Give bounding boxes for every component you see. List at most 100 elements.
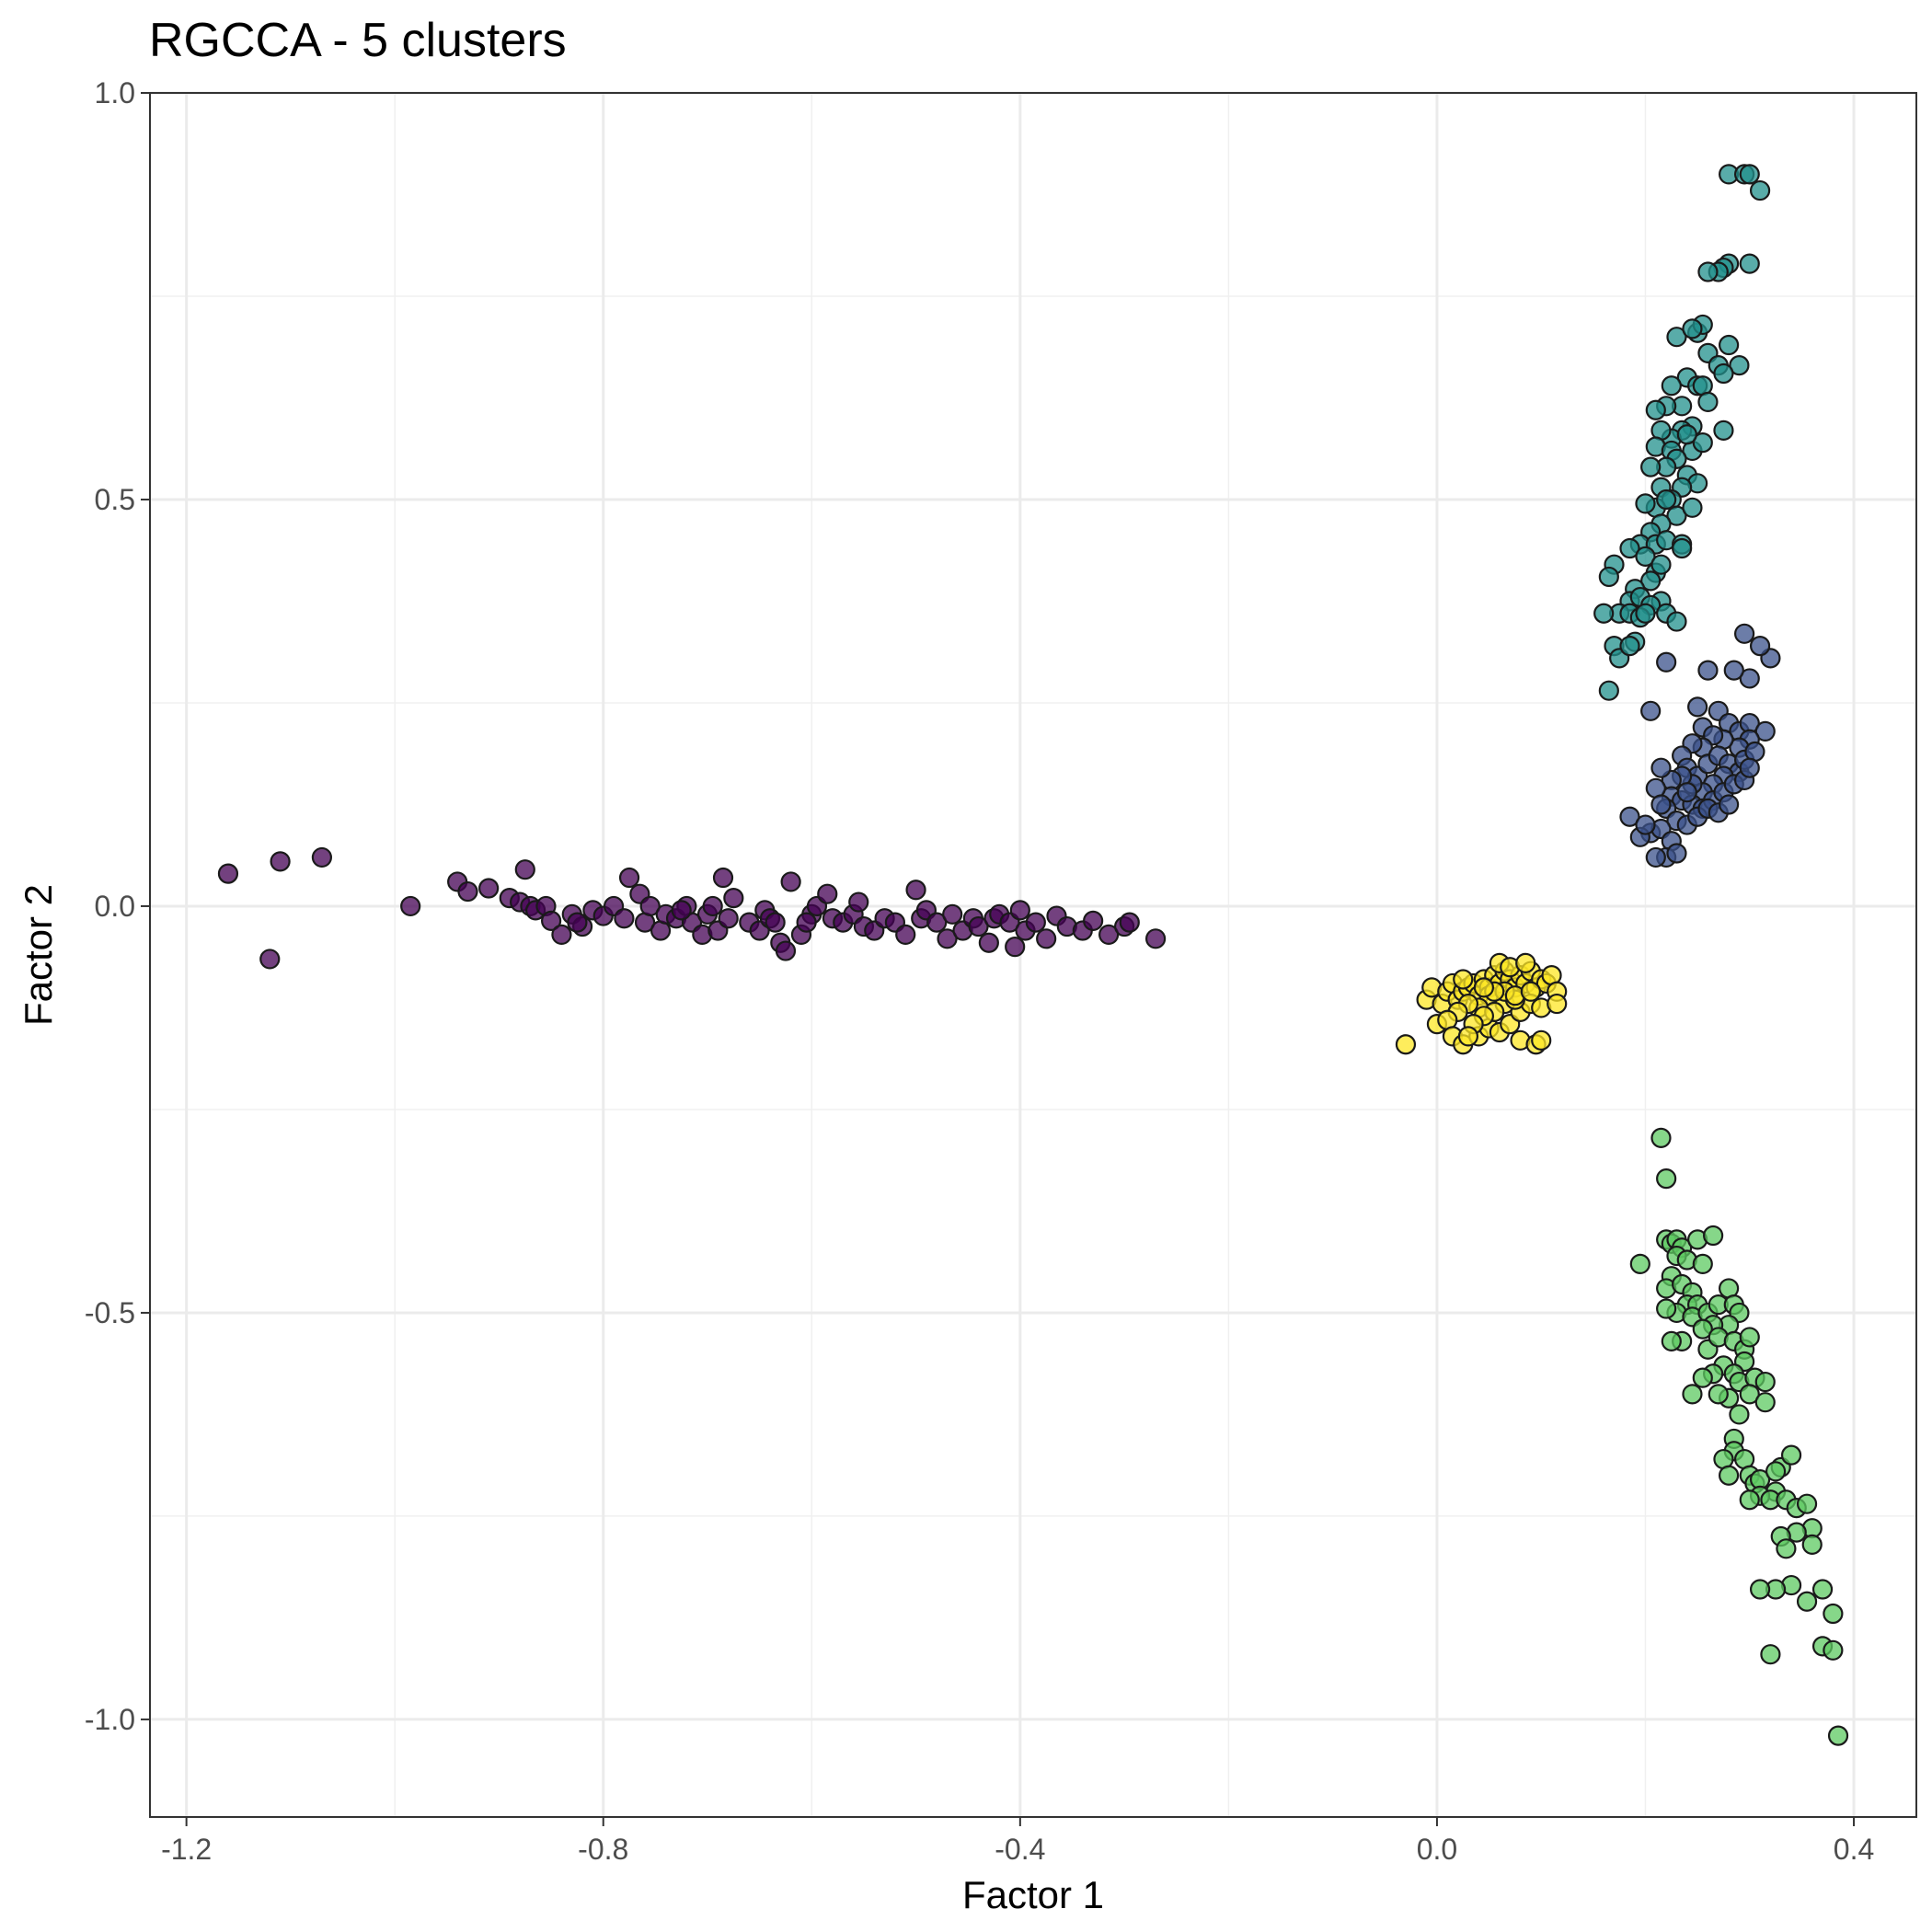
data-point — [1656, 489, 1677, 511]
data-point — [1650, 554, 1672, 575]
data-point — [1811, 1579, 1834, 1600]
data-point — [1749, 635, 1771, 657]
data-point — [1823, 1603, 1844, 1625]
data-point — [817, 883, 838, 904]
data-point — [1827, 1725, 1849, 1746]
data-point — [765, 912, 786, 933]
data-point — [1682, 318, 1703, 339]
data-point — [1776, 1538, 1797, 1559]
data-point — [1619, 806, 1640, 827]
y-tick-label: -0.5 — [85, 1296, 135, 1329]
data-point — [1729, 1404, 1750, 1425]
data-point — [1760, 1644, 1781, 1665]
data-point — [895, 924, 916, 946]
data-point — [1083, 910, 1104, 931]
y-tick-label: 0.5 — [95, 483, 135, 516]
data-point — [1635, 493, 1656, 514]
data-point — [1692, 432, 1713, 454]
data-point — [478, 878, 500, 899]
data-point — [1676, 424, 1697, 445]
panel-border — [149, 92, 1917, 1818]
x-tick-label: 0.0 — [1417, 1833, 1457, 1866]
series-1 — [217, 846, 1167, 970]
x-tick-label: -1.2 — [161, 1833, 212, 1866]
grid-major — [150, 91, 1916, 1817]
data-point — [1729, 355, 1750, 376]
data-point — [1619, 635, 1640, 657]
data-point — [1650, 794, 1672, 815]
data-point — [1672, 537, 1693, 559]
data-point — [551, 924, 572, 946]
data-point — [1739, 668, 1760, 689]
data-point — [1780, 1444, 1802, 1466]
data-point — [1708, 1384, 1729, 1405]
data-point — [1520, 981, 1541, 1002]
data-point — [1754, 1392, 1776, 1413]
data-point — [1144, 928, 1167, 949]
data-point — [1640, 570, 1662, 592]
data-point — [1005, 937, 1026, 958]
data-point — [723, 888, 744, 909]
data-point — [1025, 912, 1046, 933]
data-point — [1713, 362, 1734, 385]
data-point — [1473, 977, 1495, 998]
data-point — [1009, 900, 1030, 921]
data-point — [1119, 912, 1140, 933]
data-point — [1697, 261, 1719, 282]
data-point — [567, 912, 588, 933]
data-point — [702, 895, 723, 917]
data-point — [1719, 334, 1740, 356]
data-point — [968, 915, 989, 937]
data-point — [311, 846, 333, 868]
data-point — [1453, 969, 1474, 990]
series-4 — [1629, 1127, 1849, 1746]
data-point — [1635, 546, 1656, 567]
data-point — [780, 871, 801, 892]
y-tick-label: 1.0 — [95, 76, 135, 109]
data-point — [1098, 924, 1120, 946]
data-point — [1598, 680, 1619, 701]
data-point — [1656, 1167, 1677, 1190]
data-point — [1739, 1489, 1760, 1511]
data-point — [639, 895, 661, 917]
data-point — [1682, 497, 1703, 518]
data-point — [1749, 1579, 1771, 1600]
data-point — [1531, 1029, 1552, 1051]
data-point — [1036, 928, 1057, 949]
x-tick-label: -0.4 — [995, 1833, 1045, 1866]
data-point — [1656, 1298, 1677, 1319]
data-point — [905, 880, 926, 901]
data-point — [1645, 846, 1666, 868]
data-point — [1640, 456, 1662, 477]
data-point — [400, 895, 421, 917]
data-point — [1687, 696, 1708, 718]
data-point — [1593, 603, 1615, 624]
x-tick-label: 0.4 — [1834, 1833, 1874, 1866]
data-point — [937, 928, 958, 949]
data-point — [259, 949, 281, 970]
data-point — [1666, 505, 1687, 526]
data-point — [1650, 757, 1672, 778]
y-axis-ticks: -1.0 -0.5 0.0 0.5 1.0 — [85, 76, 150, 1736]
data-point — [1598, 566, 1619, 588]
data-point — [618, 867, 640, 889]
data-point — [1666, 611, 1687, 632]
data-point — [1739, 253, 1760, 274]
data-point — [1754, 720, 1776, 742]
data-point — [1713, 420, 1734, 441]
data-point — [1796, 1493, 1818, 1514]
x-axis-title: Factor 1 — [962, 1873, 1104, 1916]
series-5 — [1395, 952, 1568, 1055]
data-point — [1703, 1225, 1724, 1247]
grid-minor — [150, 93, 1916, 1817]
data-point — [1692, 1253, 1713, 1275]
data-point — [1739, 757, 1760, 778]
y-tick-label: -1.0 — [85, 1703, 135, 1736]
chart-title: RGCCA - 5 clusters — [149, 14, 567, 67]
data-point — [1619, 537, 1640, 559]
data-point — [1723, 660, 1744, 681]
data-point — [796, 912, 817, 933]
data-point — [775, 940, 797, 961]
data-point — [1719, 1465, 1740, 1486]
